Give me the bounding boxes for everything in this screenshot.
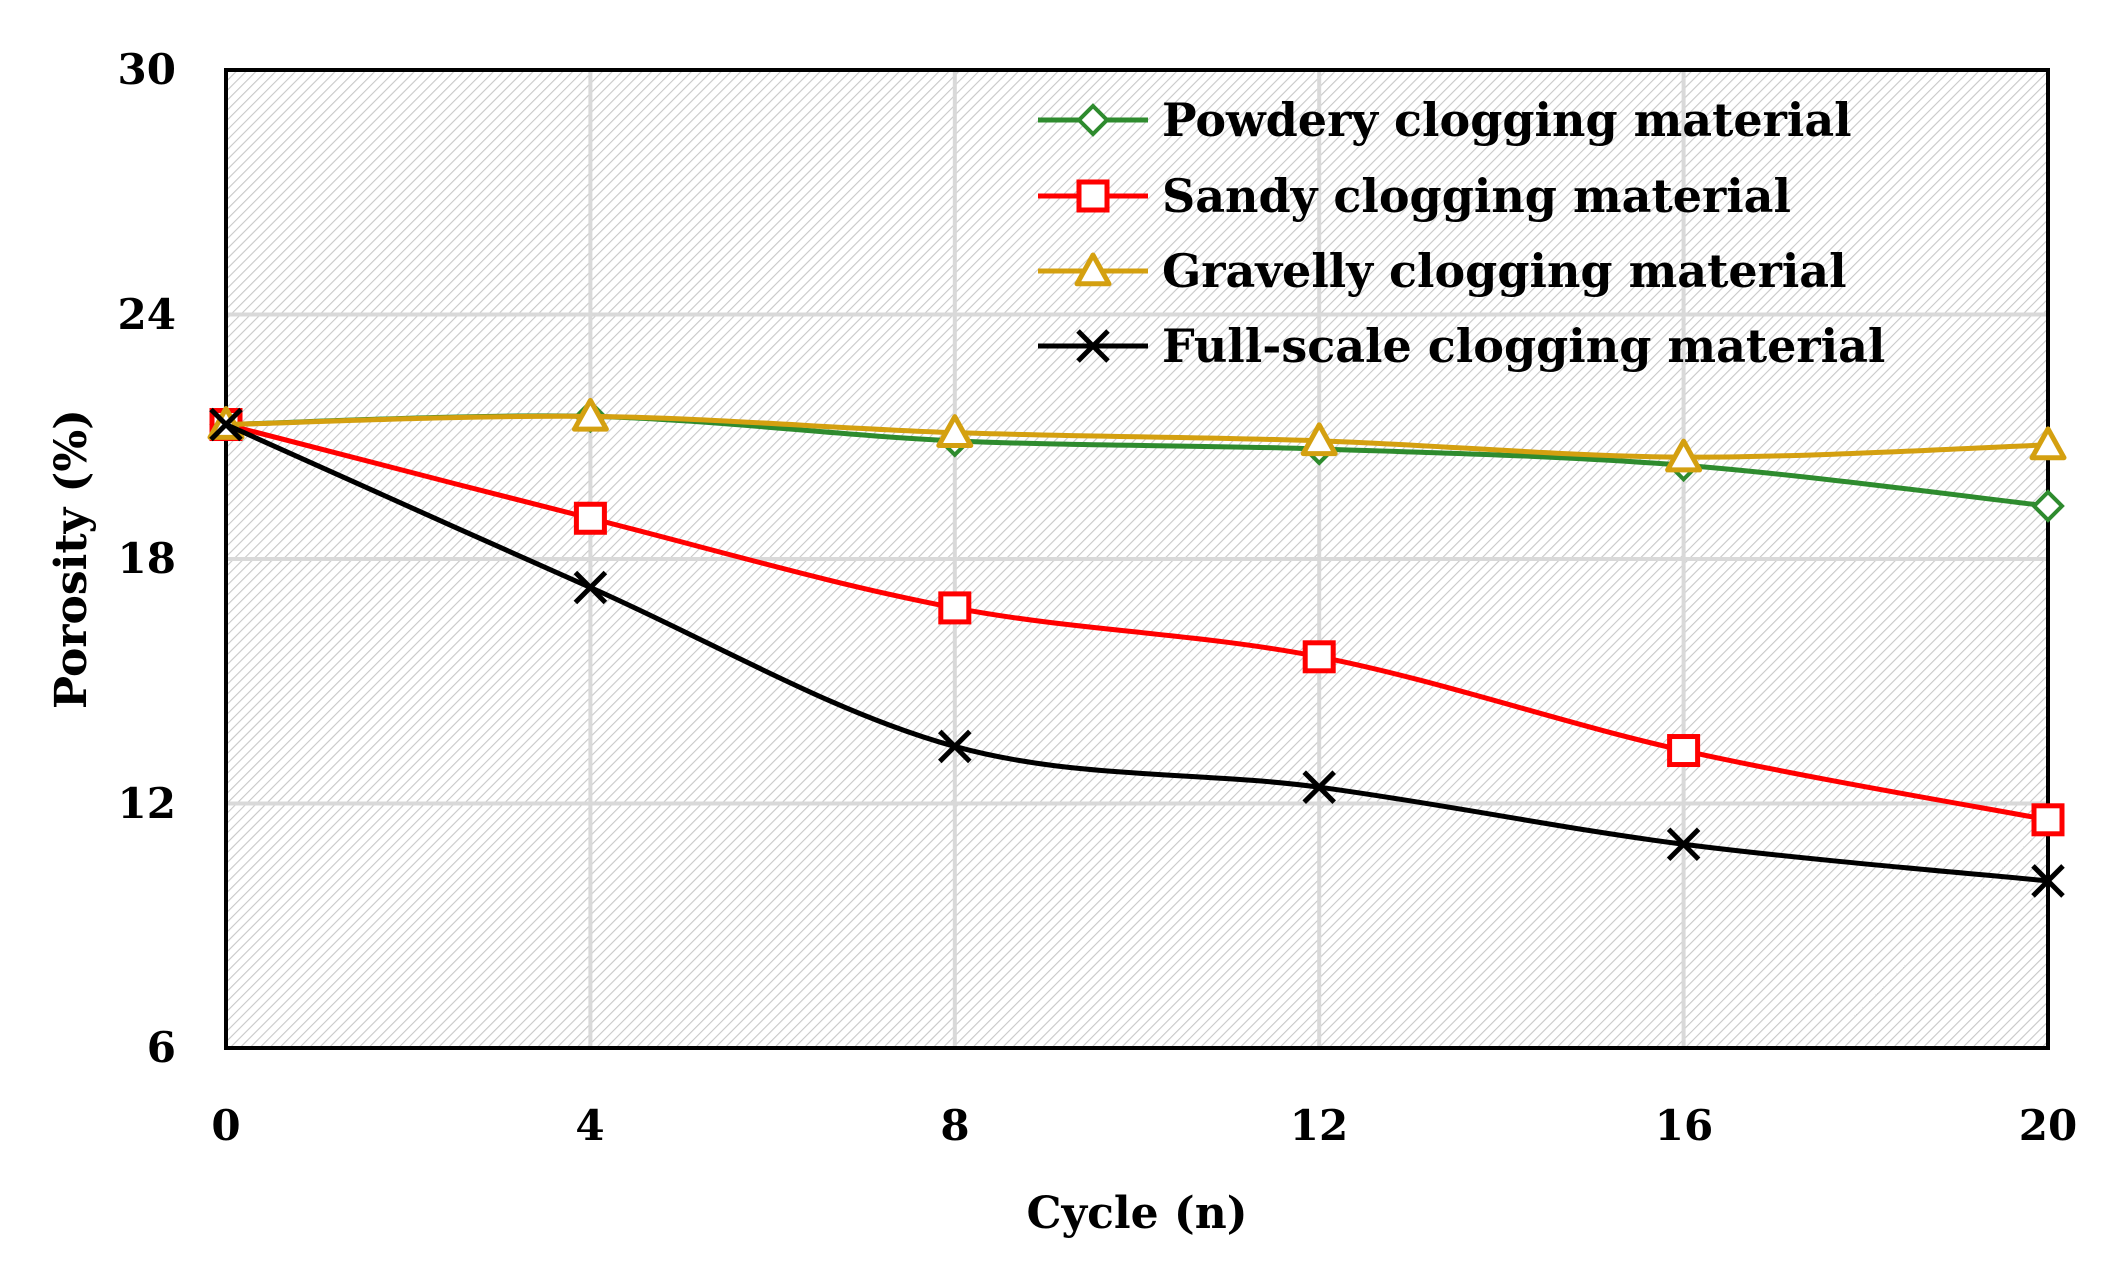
legend-marker — [1076, 103, 1110, 137]
legend-marker — [1074, 252, 1112, 287]
legend-symbol-powdery — [1038, 103, 1148, 137]
legend-symbol-gravelly — [1038, 252, 1148, 287]
x-tick-label: 8 — [940, 1101, 969, 1150]
x-axis-title: Cycle (n) — [1026, 1188, 1247, 1239]
y-tick-label: 24 — [118, 290, 176, 339]
data-point-full-scale — [573, 570, 608, 605]
x-tick-label: 4 — [575, 1101, 604, 1150]
legend-entry-sandy: Sandy clogging material — [1038, 169, 1791, 223]
series-layer — [207, 397, 2067, 898]
data-point-gravelly — [936, 414, 974, 448]
data-point-sandy — [1302, 640, 1336, 674]
x-marker-stroke — [1666, 827, 1701, 862]
data-point-gravelly — [1665, 438, 1703, 473]
y-tick-label: 18 — [118, 534, 176, 583]
series-line-full-scale — [223, 422, 2051, 884]
legend-marker — [1076, 329, 1110, 363]
x-tick-label: 16 — [1655, 1101, 1713, 1150]
series-full-scale — [209, 407, 2065, 898]
series-line-sandy — [223, 422, 2051, 823]
legend-entry-powdery: Powdery clogging material — [1038, 93, 1852, 147]
x-tick-label: 20 — [2019, 1101, 2077, 1150]
x-marker-stroke — [209, 407, 243, 442]
data-point-sandy — [573, 501, 607, 535]
x-marker-stroke — [2031, 864, 2065, 898]
y-tick-label: 12 — [118, 779, 176, 828]
data-point-full-scale — [1666, 827, 1701, 862]
data-point-sandy — [2031, 803, 2065, 837]
x-marker-stroke — [573, 570, 608, 605]
legend-symbol-sandy — [1038, 179, 1148, 213]
legend-label-gravelly: Gravelly clogging material — [1162, 244, 1847, 298]
x-marker-stroke — [938, 729, 972, 764]
data-point-full-scale — [2031, 864, 2065, 898]
plot-border — [224, 68, 2050, 1050]
data-point-full-scale — [209, 407, 243, 442]
series-sandy — [209, 408, 2065, 837]
x-marker-stroke — [1076, 329, 1110, 363]
x-tick-label: 0 — [211, 1101, 240, 1150]
x-tick-label: 12 — [1290, 1101, 1348, 1150]
data-point-sandy — [1667, 734, 1701, 768]
data-point-gravelly — [1300, 422, 1338, 457]
y-axis-ticks: 6 12 18 24 30 — [118, 45, 176, 1072]
y-axis-title: Porosity (%) — [46, 409, 97, 709]
legend-marker — [1076, 179, 1110, 213]
data-point-sandy — [938, 591, 972, 625]
series-line-gravelly — [223, 413, 2051, 460]
legend-label-sandy: Sandy clogging material — [1162, 169, 1791, 223]
legend-entry-full-scale: Full-scale clogging material — [1038, 319, 1885, 373]
legend-label-full-scale: Full-scale clogging material — [1162, 319, 1885, 373]
y-tick-label: 30 — [118, 45, 176, 94]
data-point-full-scale — [938, 729, 972, 764]
legend-symbol-full-scale — [1038, 329, 1148, 363]
x-marker-stroke — [1302, 770, 1336, 804]
legend-entry-gravelly: Gravelly clogging material — [1038, 244, 1847, 298]
legend: Powdery clogging material Sandy clogging… — [1038, 93, 1885, 373]
x-axis-ticks: 0 4 8 12 16 20 — [211, 1101, 2077, 1150]
data-point-full-scale — [1302, 770, 1336, 804]
data-point-powdery — [2031, 489, 2065, 523]
y-tick-label: 6 — [147, 1023, 176, 1072]
data-point-gravelly — [2029, 426, 2067, 461]
data-point-gravelly — [571, 397, 609, 432]
legend-label-powdery: Powdery clogging material — [1162, 93, 1852, 147]
